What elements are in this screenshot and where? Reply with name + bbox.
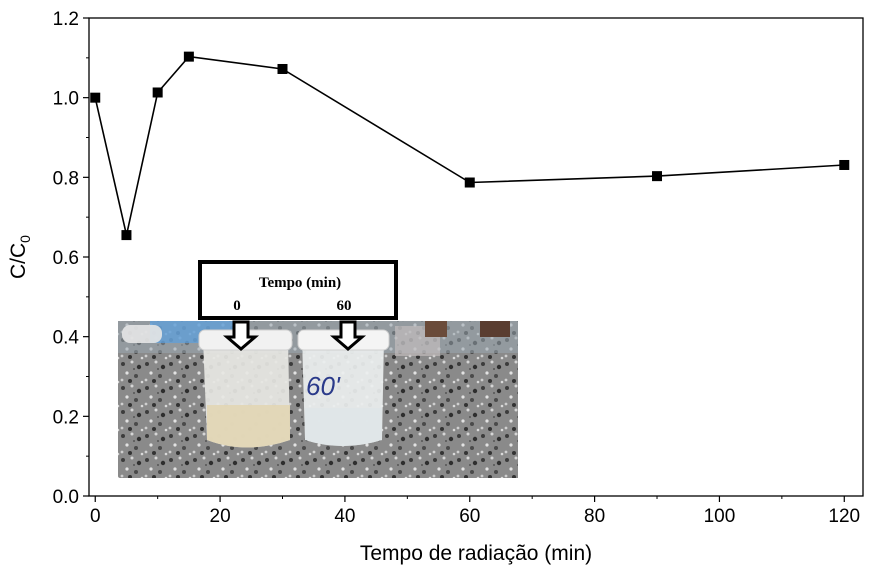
- x-tick-label: 100: [704, 506, 736, 527]
- x-tick-label: 80: [584, 506, 605, 527]
- inset-label-left: 0: [233, 298, 241, 314]
- y-tick-label: 0.4: [53, 328, 80, 349]
- inset-photo: 60': [118, 321, 518, 478]
- cup-handwriting: 60': [306, 371, 341, 401]
- down-arrow-icon: [222, 320, 260, 351]
- y-tick-label: 1.0: [53, 89, 79, 110]
- y-tick-label: 0.6: [53, 248, 79, 269]
- y-tick-label: 0.0: [53, 487, 79, 508]
- y-axis: 0.0 0.2 0.4 0.6 0.8 1.0 1.2: [53, 9, 89, 508]
- data-point: [652, 171, 663, 182]
- down-arrow-icon: [329, 320, 367, 351]
- y-axis-title: C/C0: [7, 235, 33, 279]
- x-tick-label: 40: [334, 506, 355, 527]
- x-tick-label: 0: [90, 506, 101, 527]
- x-tick-label: 20: [210, 506, 231, 527]
- data-point: [121, 230, 132, 241]
- x-axis: 0 20 40 60 80 100 120: [90, 496, 860, 527]
- y-tick-label: 1.2: [53, 9, 79, 30]
- x-tick-label: 120: [828, 506, 860, 527]
- inset-label-right: 60: [337, 298, 352, 314]
- inset-annotation: Tempo (min) 0 60: [198, 260, 398, 351]
- x-axis-title: Tempo de radiação (min): [360, 542, 592, 565]
- y-tick-label: 0.8: [53, 168, 79, 189]
- data-point: [464, 177, 475, 188]
- series-line: [94, 55, 845, 236]
- data-point: [277, 63, 288, 74]
- series-line-group: [90, 51, 850, 241]
- data-point: [152, 87, 163, 98]
- y-tick-label: 0.2: [53, 407, 79, 428]
- data-point: [183, 51, 194, 62]
- x-tick-label: 60: [459, 506, 480, 527]
- inset-box-title: Tempo (min): [259, 275, 341, 291]
- data-point: [839, 159, 850, 170]
- data-point: [90, 92, 101, 103]
